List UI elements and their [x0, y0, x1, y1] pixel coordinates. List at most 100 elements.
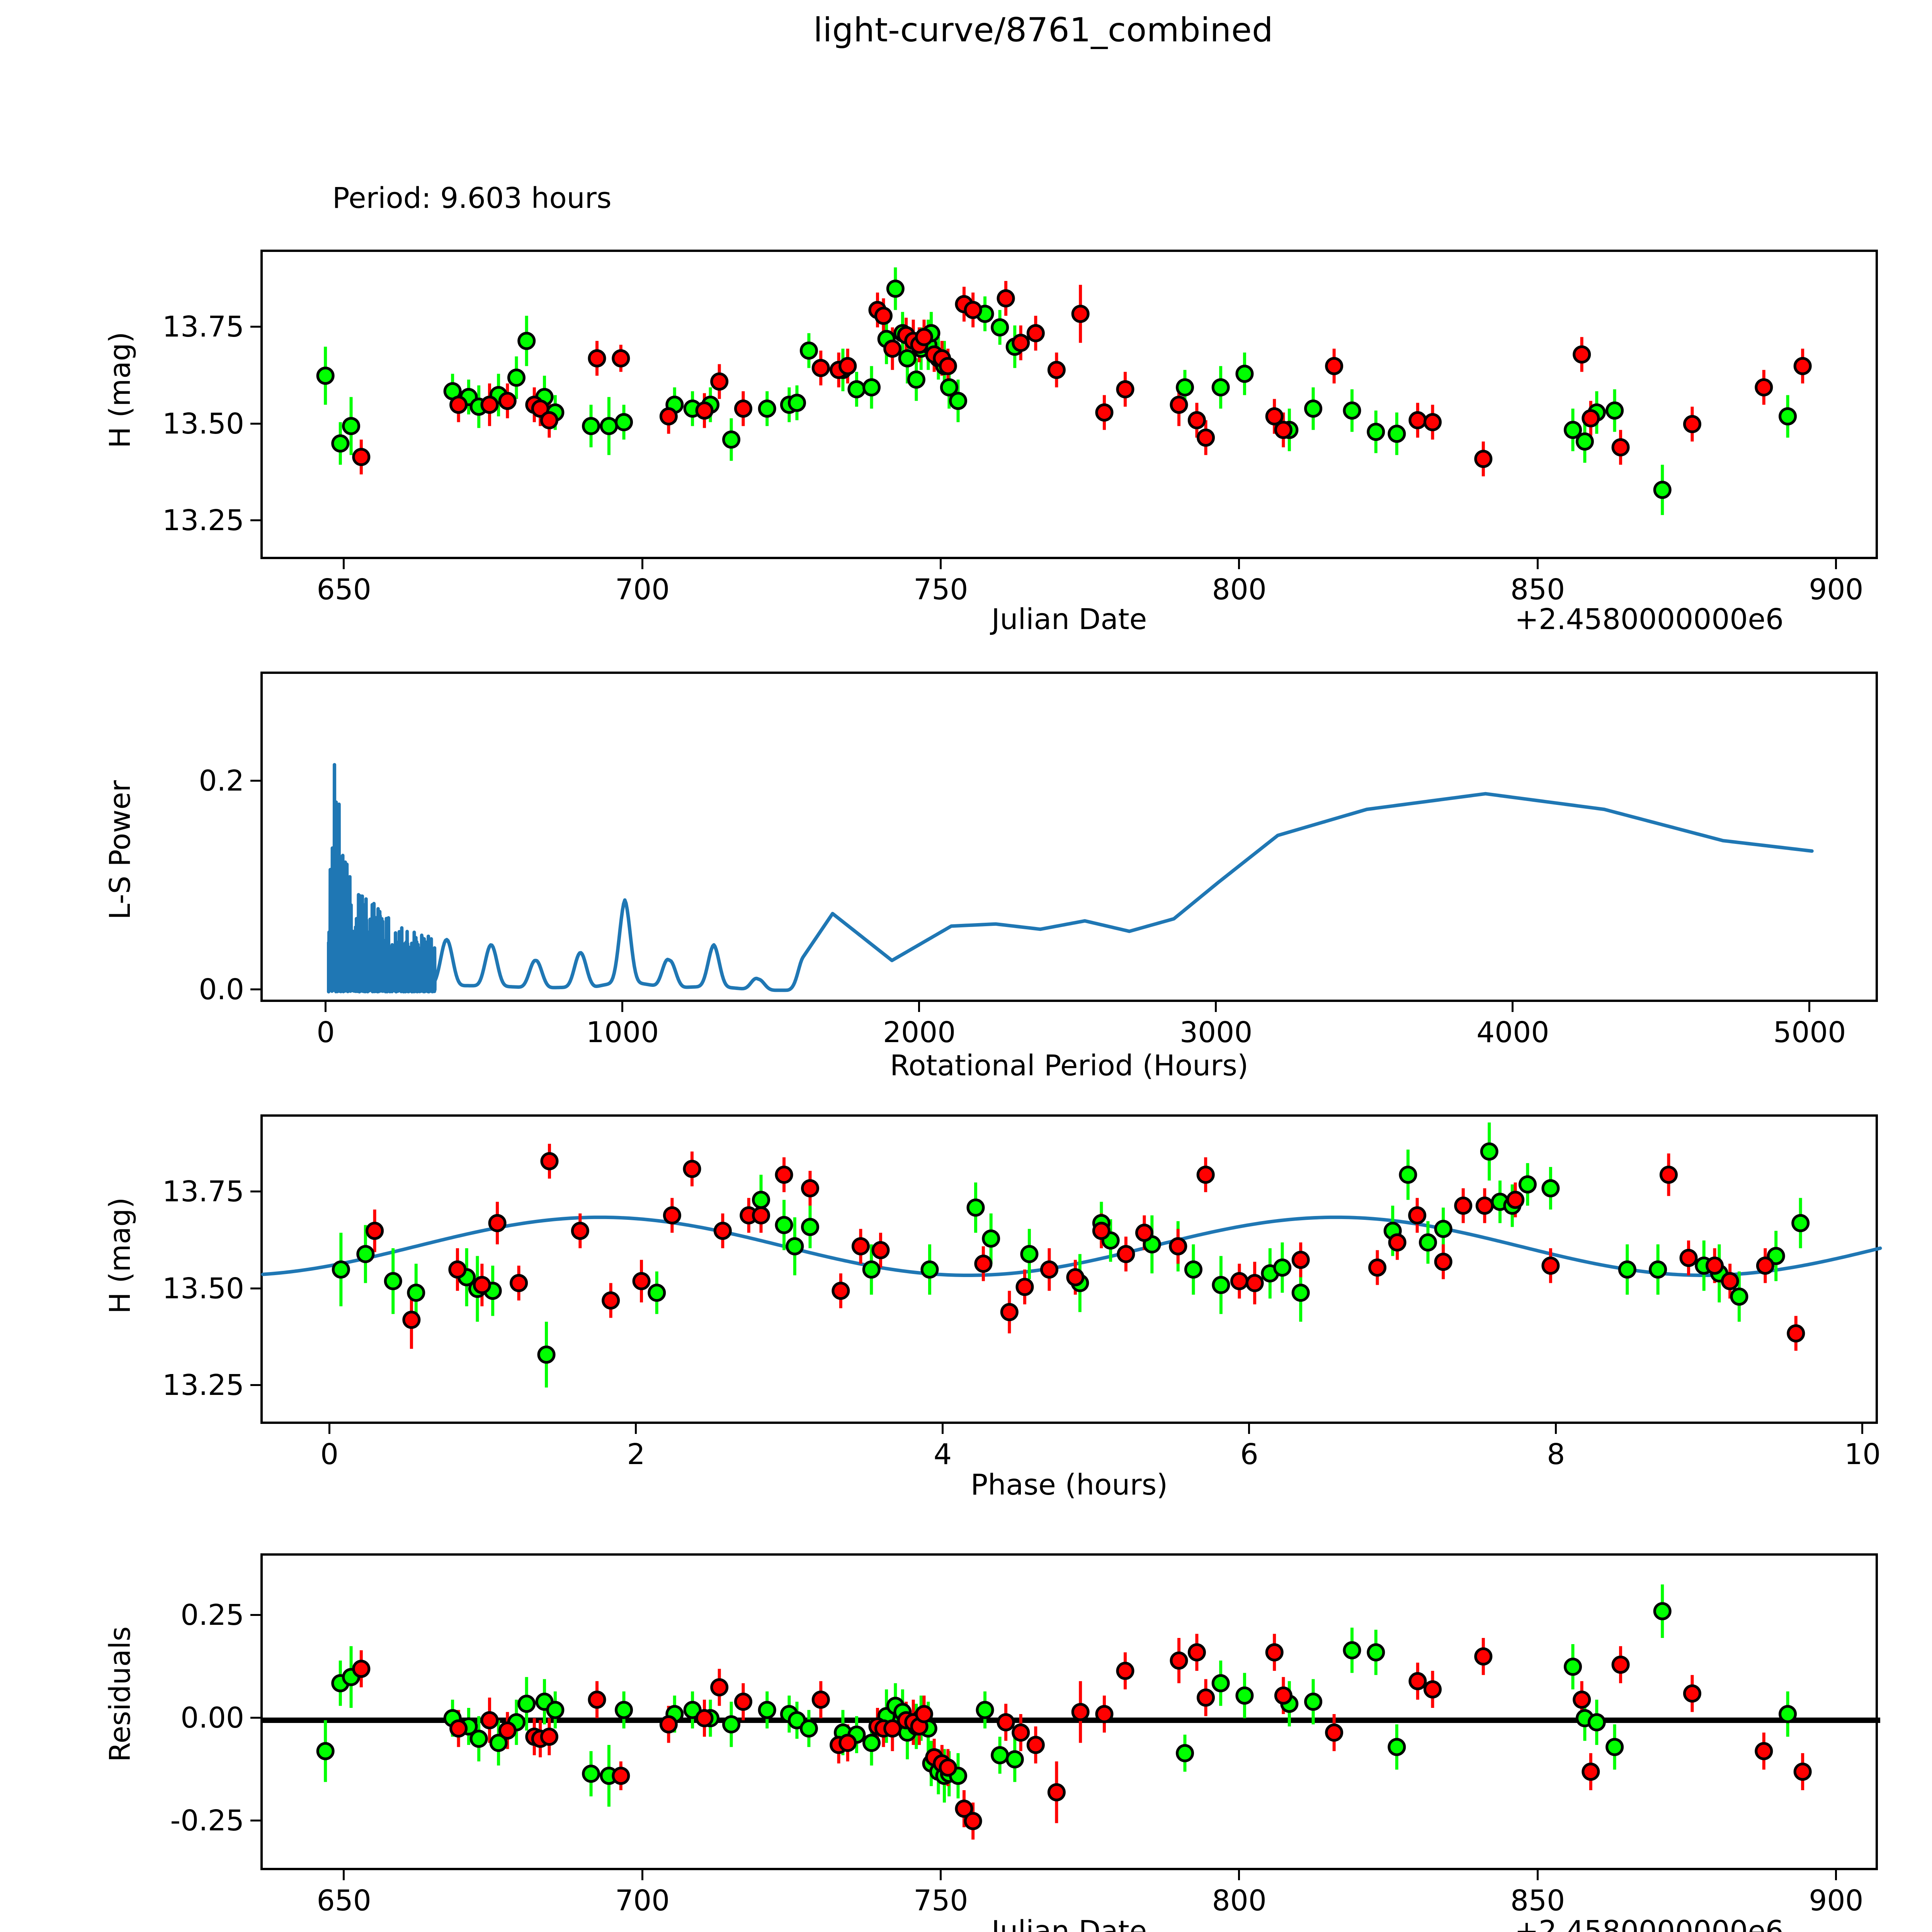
- x-tick-mark: [939, 1870, 942, 1880]
- data-point: [582, 1764, 600, 1783]
- data-point: [862, 1260, 881, 1279]
- data-point: [695, 401, 714, 420]
- data-point: [407, 1284, 425, 1302]
- data-point: [974, 1254, 993, 1273]
- data-point: [758, 400, 776, 418]
- data-point: [1564, 421, 1582, 439]
- data-point: [1434, 1252, 1452, 1271]
- x-tick-mark: [939, 559, 942, 569]
- data-point: [1408, 1672, 1427, 1690]
- data-point: [883, 339, 902, 358]
- y-tick-label: 13.25: [162, 1368, 244, 1402]
- x-tick-label: 800: [1212, 573, 1267, 606]
- data-point: [342, 417, 361, 435]
- data-point: [1170, 1651, 1188, 1670]
- data-point: [1779, 1705, 1797, 1723]
- data-point: [356, 1245, 375, 1263]
- data-point: [659, 1715, 678, 1734]
- data-point: [964, 301, 982, 319]
- data-point: [801, 1179, 819, 1197]
- x-tick-mark: [1536, 1870, 1539, 1880]
- data-point: [1408, 411, 1427, 430]
- panel1-xlabel: Julian Date: [991, 603, 1147, 636]
- panel3-xlabel: Phase (hours): [970, 1468, 1168, 1502]
- data-point: [489, 1734, 508, 1752]
- x-tick-label: 850: [1510, 1884, 1565, 1917]
- x-tick-mark: [1512, 1002, 1514, 1012]
- x-tick-mark: [343, 1870, 345, 1880]
- data-point: [811, 1690, 830, 1709]
- data-point: [1012, 1723, 1030, 1742]
- data-point: [832, 1282, 850, 1300]
- data-point: [1325, 1723, 1344, 1742]
- y-tick-label: 13.50: [162, 1272, 244, 1305]
- x-tick-label: 900: [1809, 1884, 1864, 1917]
- x-tick-label: 8: [1547, 1438, 1565, 1471]
- errorbar-group-red: [373, 1144, 1798, 1351]
- data-point: [1235, 1686, 1254, 1705]
- data-point: [1040, 1260, 1058, 1279]
- x-tick-mark: [918, 1002, 920, 1012]
- data-point: [1423, 413, 1442, 432]
- x-tick-mark: [641, 559, 643, 569]
- data-point: [695, 1709, 714, 1728]
- data-point: [862, 378, 881, 396]
- marker-group-green: [316, 279, 1797, 499]
- data-point: [1434, 1219, 1452, 1238]
- data-point: [1408, 1206, 1427, 1225]
- y-tick-mark: [250, 1614, 260, 1616]
- data-point: [752, 1206, 770, 1225]
- data-point: [449, 1719, 468, 1738]
- data-point: [1475, 1196, 1494, 1215]
- data-point: [1582, 409, 1600, 428]
- x-tick-mark: [941, 1424, 944, 1434]
- data-point: [1020, 1245, 1039, 1263]
- x-tick-label: 2: [627, 1438, 645, 1471]
- data-point: [1187, 1643, 1206, 1662]
- data-point: [507, 368, 526, 387]
- data-point: [991, 318, 1009, 337]
- data-point: [1573, 1690, 1591, 1709]
- x-tick-mark: [1835, 559, 1837, 569]
- data-point: [537, 1345, 556, 1364]
- x-tick-label: 800: [1212, 1884, 1267, 1917]
- data-point: [1683, 415, 1701, 434]
- data-point: [1653, 1602, 1672, 1621]
- data-point: [1026, 324, 1045, 342]
- data-point: [1791, 1214, 1810, 1232]
- data-point: [1187, 411, 1206, 430]
- y-tick-mark: [250, 519, 260, 521]
- panel4-xlabel: Julian Date: [991, 1915, 1147, 1932]
- data-point: [480, 395, 499, 414]
- data-point: [1474, 1647, 1493, 1666]
- data-point: [1047, 1783, 1066, 1801]
- data-point: [498, 1721, 517, 1740]
- data-point: [1066, 1268, 1085, 1287]
- period-annotation: Period: 9.603 hours: [332, 182, 612, 215]
- data-point: [775, 1216, 793, 1234]
- y-tick-label: 0.0: [199, 973, 244, 1006]
- data-point: [1092, 1221, 1111, 1240]
- data-point: [787, 393, 806, 412]
- data-point: [366, 1221, 384, 1240]
- y-tick-mark: [250, 988, 260, 990]
- x-tick-label: 900: [1809, 573, 1864, 606]
- data-point: [1175, 378, 1194, 396]
- data-point: [1683, 1684, 1701, 1703]
- data-point: [663, 1206, 681, 1225]
- data-point: [1071, 304, 1090, 323]
- panel4-ylabel: Residuals: [104, 1626, 137, 1762]
- data-point: [874, 306, 893, 325]
- figure-title: light-curve/8761_combined: [813, 11, 1274, 49]
- x-tick-label: 10: [1844, 1438, 1881, 1471]
- marker-group-red: [352, 1643, 1812, 1830]
- lightcurve-panel: [260, 250, 1878, 559]
- data-point: [1454, 1196, 1473, 1215]
- data-point: [997, 289, 1015, 308]
- data-point: [469, 1730, 488, 1748]
- data-point: [898, 349, 917, 367]
- data-point: [1015, 1278, 1034, 1296]
- data-point: [1325, 357, 1344, 375]
- data-point: [1071, 1703, 1090, 1721]
- x-tick-mark: [1238, 559, 1240, 569]
